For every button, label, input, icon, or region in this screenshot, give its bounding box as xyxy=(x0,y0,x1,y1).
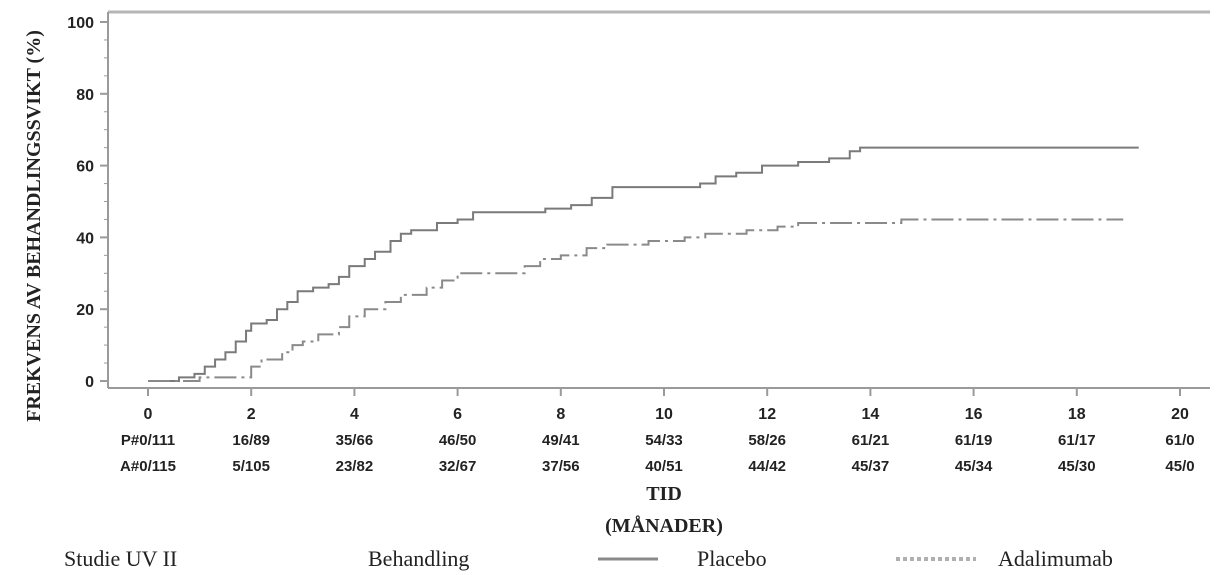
risk-cell-adalimumab: A#0/115 xyxy=(120,458,176,475)
risk-cell-placebo: 35/66 xyxy=(336,432,374,449)
y-tick-label: 0 xyxy=(85,374,94,391)
risk-cell-adalimumab: 40/51 xyxy=(645,458,683,475)
series-line-placebo xyxy=(148,146,1139,382)
x-tick-label: 8 xyxy=(556,406,565,423)
x-tick-label: 10 xyxy=(655,406,673,423)
x-tick-label: 20 xyxy=(1171,406,1189,423)
y-tick-label: 80 xyxy=(76,87,94,104)
x-tick-label: 18 xyxy=(1068,406,1086,423)
risk-cell-adalimumab: 45/34 xyxy=(955,458,993,475)
legend-treatment-label: Behandling xyxy=(368,546,469,571)
y-tick-label: 20 xyxy=(76,302,94,319)
legend-study-label: Studie UV II xyxy=(64,546,177,571)
series-line-adalimumab xyxy=(148,218,1124,382)
risk-cell-adalimumab: 5/105 xyxy=(232,458,270,475)
risk-cell-placebo: 61/21 xyxy=(852,432,890,449)
risk-cell-adalimumab: 44/42 xyxy=(748,458,786,475)
legend-adalimumab-label: Adalimumab xyxy=(998,546,1113,571)
y-tick-label: 100 xyxy=(67,15,94,32)
risk-cell-placebo: 61/17 xyxy=(1058,432,1096,449)
risk-cell-placebo: 49/41 xyxy=(542,432,580,449)
x-tick-label: 14 xyxy=(862,406,880,423)
risk-cell-placebo: 58/26 xyxy=(748,432,786,449)
y-tick-label: 40 xyxy=(76,230,94,247)
risk-cell-placebo: 46/50 xyxy=(439,432,477,449)
x-tick-label: 16 xyxy=(965,406,983,423)
risk-cell-adalimumab: 45/0 xyxy=(1165,458,1194,475)
x-tick-label: 2 xyxy=(247,406,256,423)
risk-cell-placebo: 54/33 xyxy=(645,432,683,449)
legend: Studie UV II Behandling Placebo Adalimum… xyxy=(64,546,1113,571)
x-tick-label: 12 xyxy=(758,406,776,423)
risk-cell-placebo: 16/89 xyxy=(232,432,270,449)
legend-placebo-label: Placebo xyxy=(697,546,767,571)
x-tick-label: 4 xyxy=(350,406,359,423)
risk-cell-adalimumab: 45/30 xyxy=(1058,458,1096,475)
risk-cell-placebo: 61/0 xyxy=(1165,432,1194,449)
x-tick-label: 6 xyxy=(453,406,462,423)
risk-cell-adalimumab: 37/56 xyxy=(542,458,580,475)
risk-cell-adalimumab: 32/67 xyxy=(439,458,477,475)
risk-cell-adalimumab: 23/82 xyxy=(336,458,374,475)
risk-cell-adalimumab: 45/37 xyxy=(852,458,890,475)
risk-cell-placebo: 61/19 xyxy=(955,432,993,449)
x-tick-label: 0 xyxy=(144,406,153,423)
y-tick-label: 60 xyxy=(76,159,94,176)
y-axis-label: FREKVENS AV BEHANDLINGSSVIKT (%) xyxy=(23,30,45,422)
x-axis-label-line2: (MÅNADER) xyxy=(605,514,723,537)
x-axis-label-line1: TID xyxy=(646,483,682,505)
risk-cell-placebo: P#0/111 xyxy=(121,432,175,449)
